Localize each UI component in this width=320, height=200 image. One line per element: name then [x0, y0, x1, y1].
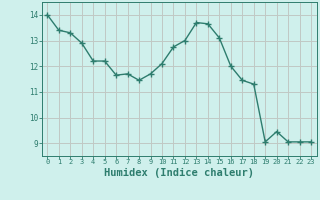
X-axis label: Humidex (Indice chaleur): Humidex (Indice chaleur) [104, 168, 254, 178]
